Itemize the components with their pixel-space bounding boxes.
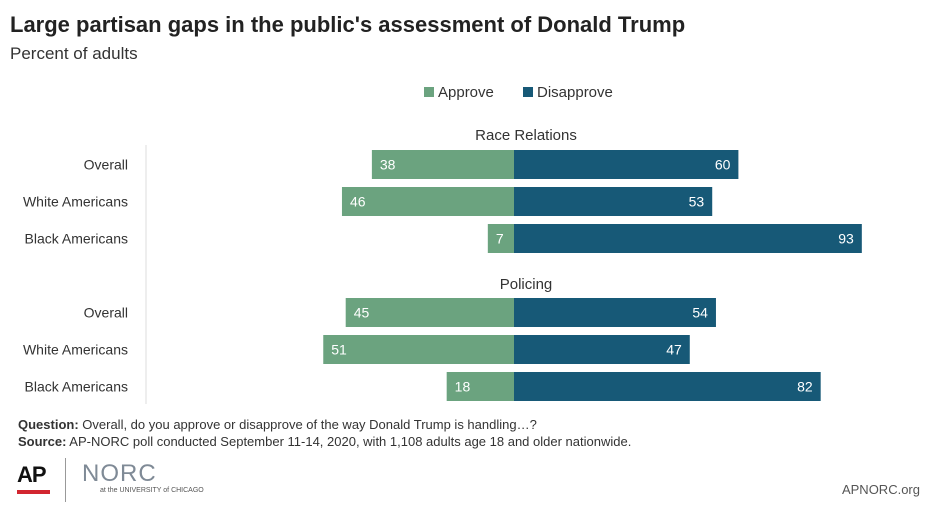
source-label: Source: — [18, 434, 67, 449]
footer-source: Source: AP-NORC poll conducted September… — [18, 434, 631, 449]
logo-divider — [65, 458, 66, 502]
disapprove-value-0-2: 93 — [838, 231, 854, 247]
disapprove-value-1-1: 47 — [666, 342, 682, 358]
approve-bar-1-1 — [323, 335, 514, 364]
legend-swatch-disapprove — [523, 87, 533, 97]
ap-logo: AP — [17, 462, 47, 487]
group-label-1: Policing — [500, 276, 553, 293]
disapprove-value-1-0: 54 — [692, 305, 708, 321]
legend: Approve Disapprove — [0, 84, 928, 104]
source-text: AP-NORC poll conducted September 11-14, … — [66, 434, 632, 449]
question-label: Question: — [18, 417, 79, 432]
group-label-0: Race Relations — [475, 127, 577, 144]
legend-label-disapprove: Disapprove — [537, 84, 613, 101]
norc-logo: NORC — [82, 460, 157, 487]
chart-subtitle: Percent of adults — [10, 44, 138, 63]
category-label-1-1: White Americans — [23, 342, 128, 358]
category-label-0-1: White Americans — [23, 194, 128, 210]
approve-value-1-0: 45 — [354, 305, 370, 321]
legend-item-disapprove: Disapprove — [523, 84, 613, 101]
approve-bar-1-0 — [345, 298, 514, 327]
approve-bar-0-1 — [341, 187, 514, 216]
ap-logo-bar — [17, 490, 50, 494]
disapprove-bar-1-1 — [514, 335, 690, 364]
site-url: APNORC.org — [841, 482, 920, 497]
approve-bar-1-2 — [446, 372, 514, 401]
category-label-0-0: Overall — [84, 157, 128, 173]
disapprove-bar-0-1 — [514, 187, 713, 216]
footer-question: Question: Overall, do you approve or dis… — [18, 417, 537, 432]
disapprove-bar-1-0 — [514, 298, 716, 327]
disapprove-value-1-2: 82 — [797, 379, 813, 395]
approve-value-1-1: 51 — [331, 342, 347, 358]
approve-value-0-1: 46 — [350, 194, 366, 210]
category-label-0-2: Black Americans — [25, 231, 128, 247]
approve-bar-0-0 — [371, 150, 514, 179]
category-label-1-2: Black Americans — [25, 379, 128, 395]
chart-title: Large partisan gaps in the public's asse… — [10, 12, 686, 37]
disapprove-bar-0-0 — [514, 150, 739, 179]
question-text: Overall, do you approve or disapprove of… — [78, 417, 537, 432]
approve-value-0-0: 38 — [380, 157, 396, 173]
approve-value-1-2: 18 — [455, 379, 471, 395]
legend-label-approve: Approve — [438, 84, 494, 101]
disapprove-bar-1-2 — [514, 372, 821, 401]
approve-value-0-2: 7 — [496, 231, 504, 247]
legend-item-approve: Approve — [424, 84, 494, 101]
norc-logo-subtitle: at the UNIVERSITY of CHICAGO — [100, 487, 204, 494]
category-label-1-0: Overall — [84, 305, 128, 321]
disapprove-value-0-0: 60 — [715, 157, 731, 173]
approve-bar-0-2 — [487, 224, 514, 253]
legend-swatch-approve — [424, 87, 434, 97]
disapprove-value-0-1: 53 — [689, 194, 705, 210]
disapprove-bar-0-2 — [514, 224, 862, 253]
diverging-bar-chart: Race Relations Overall 38 60 White Americans… — [23, 127, 862, 404]
